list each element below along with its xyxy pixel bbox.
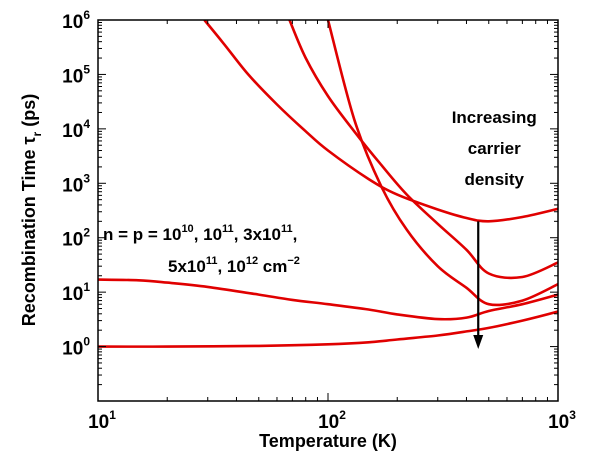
carrier-density-annotation-line2: 5x1011, 1012 cm−2	[168, 255, 300, 276]
y-tick-label: 106	[62, 8, 90, 33]
y-axis-title-main: Recombination Time τ	[19, 136, 39, 326]
chart-marks	[97, 20, 558, 402]
curve-density-5	[98, 310, 558, 348]
y-axis-title-subscript: r	[30, 131, 44, 136]
arrow-label-line: Increasing	[452, 108, 537, 127]
y-axis-title-unit: (ps)	[19, 94, 39, 132]
curve-density-1	[203, 20, 558, 223]
curve-density-4	[98, 278, 558, 321]
plot-frame	[97, 19, 559, 402]
y-tick-label: 104	[62, 117, 90, 142]
carrier-density-annotation-line1: n = p = 1010, 1011, 3x1011,	[103, 223, 297, 244]
x-tick-label: 102	[318, 408, 346, 433]
arrow-label-line: density	[464, 170, 524, 189]
y-axis-title: Recombination Time τr (ps)	[19, 94, 44, 326]
annotation-text-line2: 5x1011, 1012 cm−2	[168, 255, 300, 276]
svg-text:Recombination Time τr (ps): Recombination Time τr (ps)	[19, 94, 44, 326]
x-tick-label: 101	[88, 408, 116, 433]
y-tick-label: 102	[62, 226, 90, 251]
y-tick-label: 105	[62, 62, 90, 87]
density-arrow-head	[473, 335, 484, 350]
y-tick-label: 101	[62, 280, 90, 305]
y-tick-label: 103	[62, 171, 90, 196]
annotation-text-line1: n = p = 1010, 1011, 3x1011,	[103, 223, 297, 244]
x-tick-label: 103	[548, 408, 576, 433]
increasing-carrier-density-label: Increasing carrier density	[452, 108, 537, 189]
x-axis-title: Temperature (K)	[259, 431, 397, 451]
curve-density-2	[288, 20, 558, 280]
curve-group	[98, 20, 558, 348]
curve-density-3	[326, 20, 558, 307]
y-tick-label: 100	[62, 335, 90, 360]
arrow-label-line: carrier	[468, 139, 521, 158]
